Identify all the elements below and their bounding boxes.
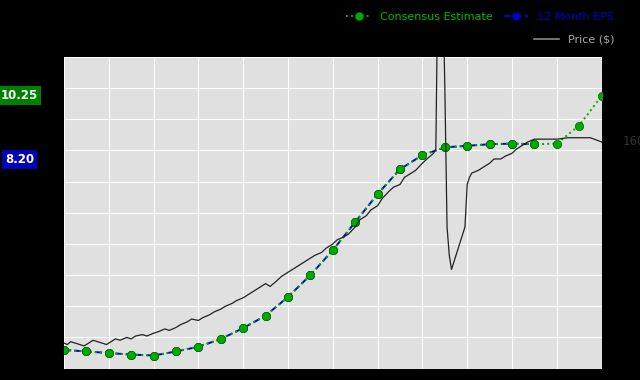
- Text: 160.58: 160.58: [623, 135, 640, 148]
- Legend: Consensus Estimate, 12 Month EPS: Consensus Estimate, 12 Month EPS: [342, 8, 618, 26]
- Text: 8.20: 8.20: [5, 153, 34, 166]
- Text: 10.25: 10.25: [1, 89, 38, 103]
- Legend: Price ($): Price ($): [530, 30, 618, 49]
